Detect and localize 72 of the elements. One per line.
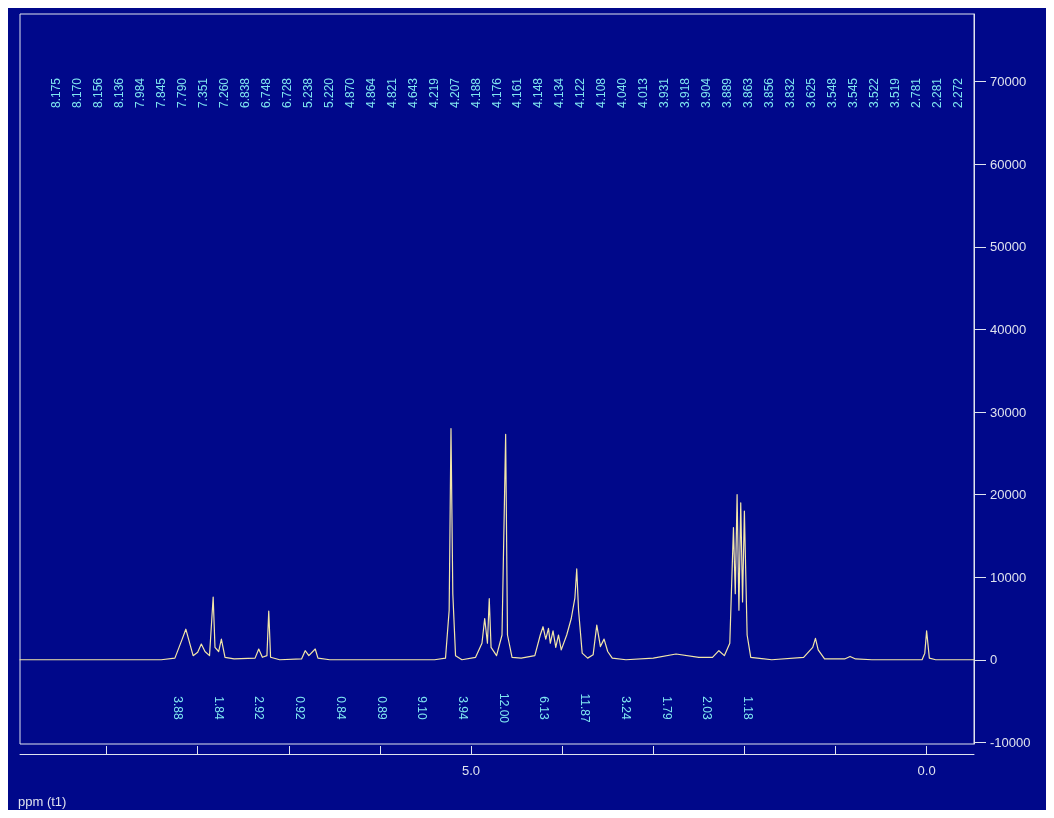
annotation: 1.79	[659, 696, 674, 720]
annotation: 4.013	[636, 77, 651, 108]
annotation: 2.272	[951, 77, 965, 108]
y-tick-label: 0	[990, 652, 998, 668]
annotation: 4.148	[531, 77, 546, 108]
annotation: 3.548	[825, 77, 840, 108]
y-tick-label: 30000	[990, 404, 1027, 420]
annotation: 7.790	[174, 77, 189, 108]
annotation: 1.18	[741, 696, 755, 720]
annotation: 4.122	[573, 77, 588, 108]
annotation: 6.13	[537, 696, 552, 720]
annotation: 4.108	[594, 77, 609, 108]
annotation: 3.545	[846, 77, 861, 108]
annotation: 4.134	[552, 77, 567, 108]
annotation: 5.238	[300, 77, 315, 108]
annotation: 11.87	[578, 693, 593, 723]
y-tick-label: 70000	[990, 74, 1027, 90]
annotation: 3.889	[720, 77, 735, 108]
x-axis-title: ppm (t1)	[18, 794, 67, 809]
annotation: 5.220	[321, 77, 336, 108]
annotation: 3.519	[888, 77, 903, 108]
x-tick-label: 5.0	[461, 763, 481, 778]
y-tick-label: 50000	[990, 239, 1027, 255]
annotation: 4.864	[363, 77, 378, 108]
annotation: 3.88	[171, 696, 185, 720]
annotation: 4.643	[405, 77, 420, 108]
annotation: 1.84	[211, 696, 226, 720]
annotation: 8.175	[49, 77, 63, 108]
annotation: 0.92	[293, 696, 308, 720]
annotation: 6.748	[258, 77, 273, 108]
annotation: 3.625	[804, 77, 819, 108]
annotation: 7.845	[153, 77, 168, 108]
annotation: 7.984	[132, 77, 147, 108]
annotation: 3.94	[456, 696, 470, 720]
annotation: 3.931	[657, 77, 672, 108]
annotation: 3.24	[618, 696, 633, 720]
annotation: 7.351	[195, 77, 210, 108]
annotation: 4.188	[468, 77, 483, 108]
annotation: 6.728	[279, 77, 294, 108]
annotation: 3.856	[762, 77, 777, 108]
annotation: 8.156	[90, 77, 105, 108]
annotation: 2.92	[252, 696, 267, 720]
annotation: 9.10	[415, 696, 430, 720]
annotation: 4.870	[342, 77, 357, 108]
annotation: 4.821	[384, 77, 399, 108]
annotation: 8.136	[111, 77, 126, 108]
annotation: 4.219	[426, 77, 441, 108]
annotation: 3.832	[783, 77, 798, 108]
annotation: 3.904	[699, 77, 714, 108]
annotation: 3.918	[678, 77, 693, 108]
y-tick-label: 20000	[990, 487, 1027, 503]
y-tick-label: 60000	[990, 156, 1027, 172]
annotation: 2.03	[700, 696, 715, 720]
annotation: 4.207	[447, 77, 462, 108]
annotation: 4.040	[615, 77, 630, 108]
annotation: 2.281	[930, 77, 945, 108]
y-tick-label: -10000	[990, 734, 1031, 750]
line-series	[19, 427, 975, 661]
annotation: 6.838	[237, 77, 252, 108]
y-tick-label: 40000	[990, 321, 1027, 337]
annotation: 0.84	[333, 696, 348, 720]
annotation: 7.260	[216, 77, 231, 108]
annotation: 0.89	[374, 696, 389, 720]
annotation: 3.522	[867, 77, 882, 108]
annotation: 3.863	[741, 77, 756, 108]
annotation: 4.161	[510, 77, 525, 108]
x-tick-label: 0.0	[917, 763, 936, 778]
y-tick-label: 10000	[990, 569, 1027, 585]
annotation: 2.781	[909, 77, 924, 108]
annotation: 12.00	[496, 692, 511, 724]
annotation: 4.176	[489, 77, 504, 108]
annotation: 8.170	[69, 77, 84, 108]
